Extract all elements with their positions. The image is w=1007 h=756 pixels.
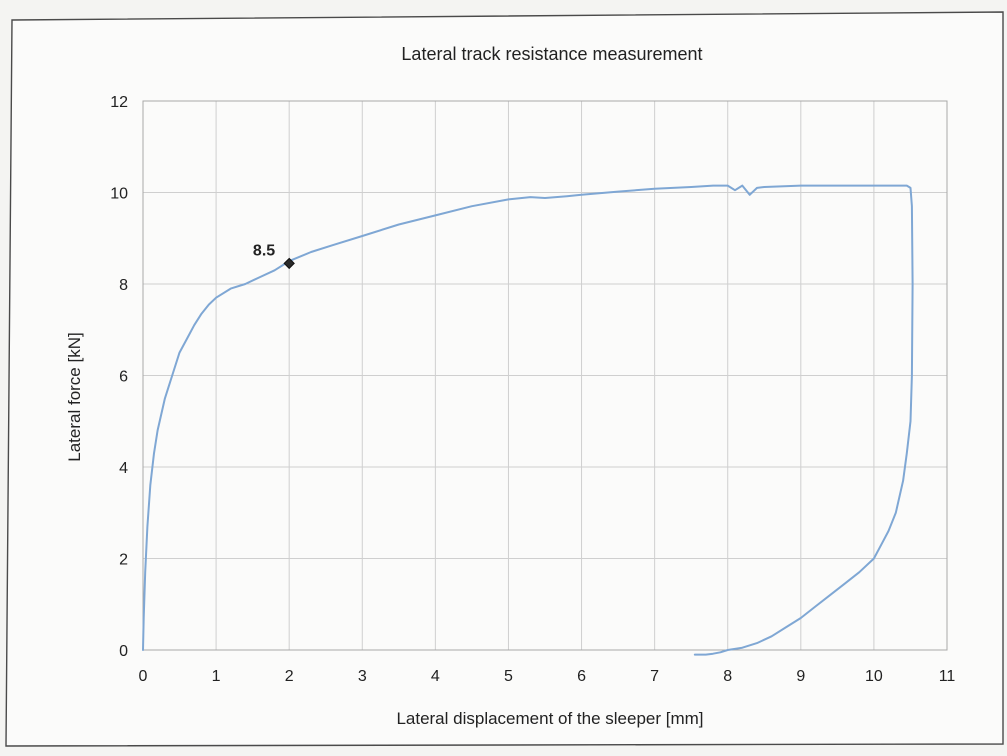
plot-grid [142, 100, 948, 651]
annotation-layer: 8.5 [253, 242, 295, 270]
series-layer [142, 184, 914, 656]
x-tick-label-0: 0 [139, 668, 148, 685]
x-tick-label-9: 9 [796, 668, 805, 685]
annotation-marker [283, 257, 295, 270]
x-tick-label-2: 2 [285, 668, 294, 685]
x-tick-label-6: 6 [577, 668, 586, 685]
x-axis-title: Lateral displacement of the sleeper [mm] [396, 709, 703, 728]
y-tick-label-6: 6 [119, 369, 128, 386]
y-tick-label-0: 0 [119, 643, 128, 660]
y-tick-label-2: 2 [119, 552, 128, 569]
plot-area-border [142, 100, 948, 651]
series-line-0 [142, 184, 914, 656]
chart-title: Lateral track resistance measurement [401, 44, 702, 64]
y-tick-label-8: 8 [119, 277, 128, 294]
y-tick-label-10: 10 [110, 186, 128, 203]
x-tick-label-4: 4 [431, 668, 440, 685]
x-tick-label-8: 8 [723, 668, 732, 685]
y-tick-label-4: 4 [119, 460, 128, 477]
x-tick-label-10: 10 [865, 668, 883, 685]
y-tick-label-12: 12 [110, 94, 128, 111]
x-tick-label-5: 5 [504, 668, 513, 685]
chart-frame [5, 11, 1004, 747]
x-tick-label-1: 1 [212, 668, 221, 685]
x-tick-label-11: 11 [939, 668, 956, 685]
x-tick-label-7: 7 [650, 668, 659, 685]
x-tick-label-3: 3 [358, 668, 367, 685]
y-axis-title: Lateral force [kN] [65, 332, 84, 461]
annotation-label: 8.5 [253, 242, 275, 259]
